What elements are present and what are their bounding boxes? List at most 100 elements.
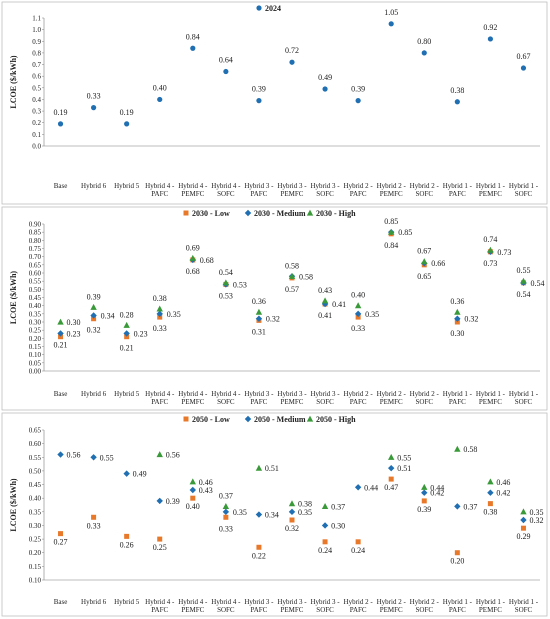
- data-point-square: [520, 525, 526, 531]
- legend-marker-square: [183, 210, 189, 216]
- data-label: 0.73: [497, 248, 511, 257]
- chart-panel-3: 0.10 0.15 0.20 0.25 0.30 0.35 0.40 0.45 0.50 0.55…: [1, 412, 548, 617]
- y-tick-label: 0.20: [29, 549, 42, 557]
- data-point-diamond: [57, 451, 64, 458]
- data-label: 0.36: [252, 297, 266, 306]
- x-tick-label: PAFC: [151, 190, 168, 198]
- data-point-triangle: [388, 228, 395, 235]
- data-label: 1.05: [384, 8, 398, 17]
- legend-label: 2050 - High: [316, 415, 356, 424]
- data-point-square: [454, 319, 460, 325]
- x-tick-label: SOFC: [217, 398, 235, 406]
- data-label: 0.40: [186, 502, 200, 511]
- x-tick-label: Hybrid 4 -: [145, 598, 175, 606]
- legend-label: 2024: [265, 4, 281, 13]
- data-label: 0.40: [351, 291, 365, 300]
- legend-label: 2030 - Medium: [254, 209, 306, 218]
- y-tick-label: 1.1: [32, 15, 41, 23]
- data-label: 0.67: [516, 52, 530, 61]
- data-point-square: [157, 536, 163, 542]
- data-label: 0.58: [299, 272, 313, 281]
- x-tick-label: Hybrid 4 -: [211, 182, 241, 190]
- data-label: 0.29: [516, 532, 530, 541]
- data-point-square: [355, 314, 361, 320]
- data-point-square: [421, 498, 427, 504]
- data-point-square: [124, 533, 130, 539]
- data-label: 0.51: [397, 464, 411, 473]
- legend-marker-square: [183, 416, 189, 422]
- data-point-diamond: [388, 464, 395, 472]
- data-point-triangle: [123, 321, 130, 328]
- data-label: 0.55: [397, 453, 411, 462]
- y-tick-label: 0.20: [29, 335, 42, 343]
- data-label: 0.21: [54, 341, 68, 350]
- data-label: 0.19: [120, 108, 134, 117]
- x-tick-label: PAFC: [449, 190, 466, 198]
- data-point-triangle: [255, 464, 263, 471]
- data-label: 0.39: [417, 505, 431, 514]
- data-point-diamond: [57, 330, 64, 337]
- data-point-triangle: [487, 246, 494, 253]
- x-tick-label: Hybrid 3 -: [310, 598, 340, 606]
- data-label: 0.74: [483, 235, 497, 244]
- x-tick-label: Hybrid 1 -: [443, 390, 473, 398]
- data-point-diamond: [255, 315, 263, 322]
- data-point-square: [388, 476, 394, 482]
- data-point-square: [91, 316, 97, 322]
- data-point-diamond: [222, 508, 230, 516]
- x-tick-label: Hybrid 3 -: [277, 182, 307, 190]
- data-label: 0.43: [199, 486, 213, 495]
- y-tick-label: 0.3: [32, 108, 41, 116]
- data-label: 0.44: [430, 483, 444, 492]
- x-tick-label: PAFC: [350, 398, 367, 406]
- data-label: 0.37: [331, 502, 345, 511]
- data-point-circle: [421, 50, 427, 56]
- data-label: 0.30: [450, 329, 464, 338]
- y-tick-label: 0.55: [29, 278, 42, 286]
- data-label: 0.72: [285, 46, 299, 55]
- data-label: 0.19: [54, 108, 68, 117]
- data-label: 0.58: [285, 261, 299, 270]
- x-tick-label: Hybrid 4 -: [145, 182, 175, 190]
- data-label: 0.39: [87, 292, 101, 301]
- data-point-diamond: [321, 522, 329, 529]
- legend-label: 2030 - High: [316, 209, 356, 218]
- x-tick-label: Hybrid 2 -: [410, 598, 440, 606]
- data-point-triangle: [321, 297, 329, 304]
- y-axis-title: LCOE ($/kWh): [9, 478, 18, 531]
- data-point-triangle: [421, 483, 428, 490]
- x-tick-label: PAFC: [151, 606, 168, 614]
- x-tick-label: Hybrid 3 -: [310, 182, 340, 190]
- data-label: 0.38: [450, 86, 464, 95]
- legend-marker-diamond: [244, 415, 252, 423]
- data-label: 0.46: [199, 478, 213, 487]
- data-point-circle: [289, 59, 295, 65]
- y-tick-label: 0.4: [32, 96, 41, 104]
- data-point-square: [190, 495, 196, 501]
- data-label: 0.32: [87, 326, 101, 335]
- data-point-circle: [322, 86, 328, 92]
- panel-border: [1, 1, 548, 205]
- data-label: 0.23: [67, 329, 81, 338]
- data-label: 0.32: [266, 315, 280, 324]
- y-tick-label: 0.50: [29, 467, 42, 475]
- data-label: 0.51: [265, 464, 279, 473]
- data-label: 0.31: [252, 327, 266, 336]
- y-tick-label: 0.80: [29, 237, 42, 245]
- x-tick-label: Hybrid 4 -: [145, 390, 175, 398]
- x-tick-label: Hybrid 4 -: [178, 598, 208, 606]
- data-point-diamond: [520, 516, 527, 524]
- data-label: 0.69: [186, 243, 200, 252]
- x-tick-label: PEMFC: [281, 606, 304, 614]
- data-label: 0.80: [417, 37, 431, 46]
- data-label: 0.85: [398, 228, 412, 237]
- data-label: 0.39: [252, 85, 266, 94]
- y-tick-label: 0.10: [29, 577, 42, 585]
- y-tick-label: 1.0: [32, 26, 41, 34]
- data-label: 0.35: [365, 310, 379, 319]
- data-point-triangle: [454, 445, 461, 452]
- y-tick-label: 0.75: [29, 245, 42, 253]
- x-tick-label: SOFC: [217, 190, 235, 198]
